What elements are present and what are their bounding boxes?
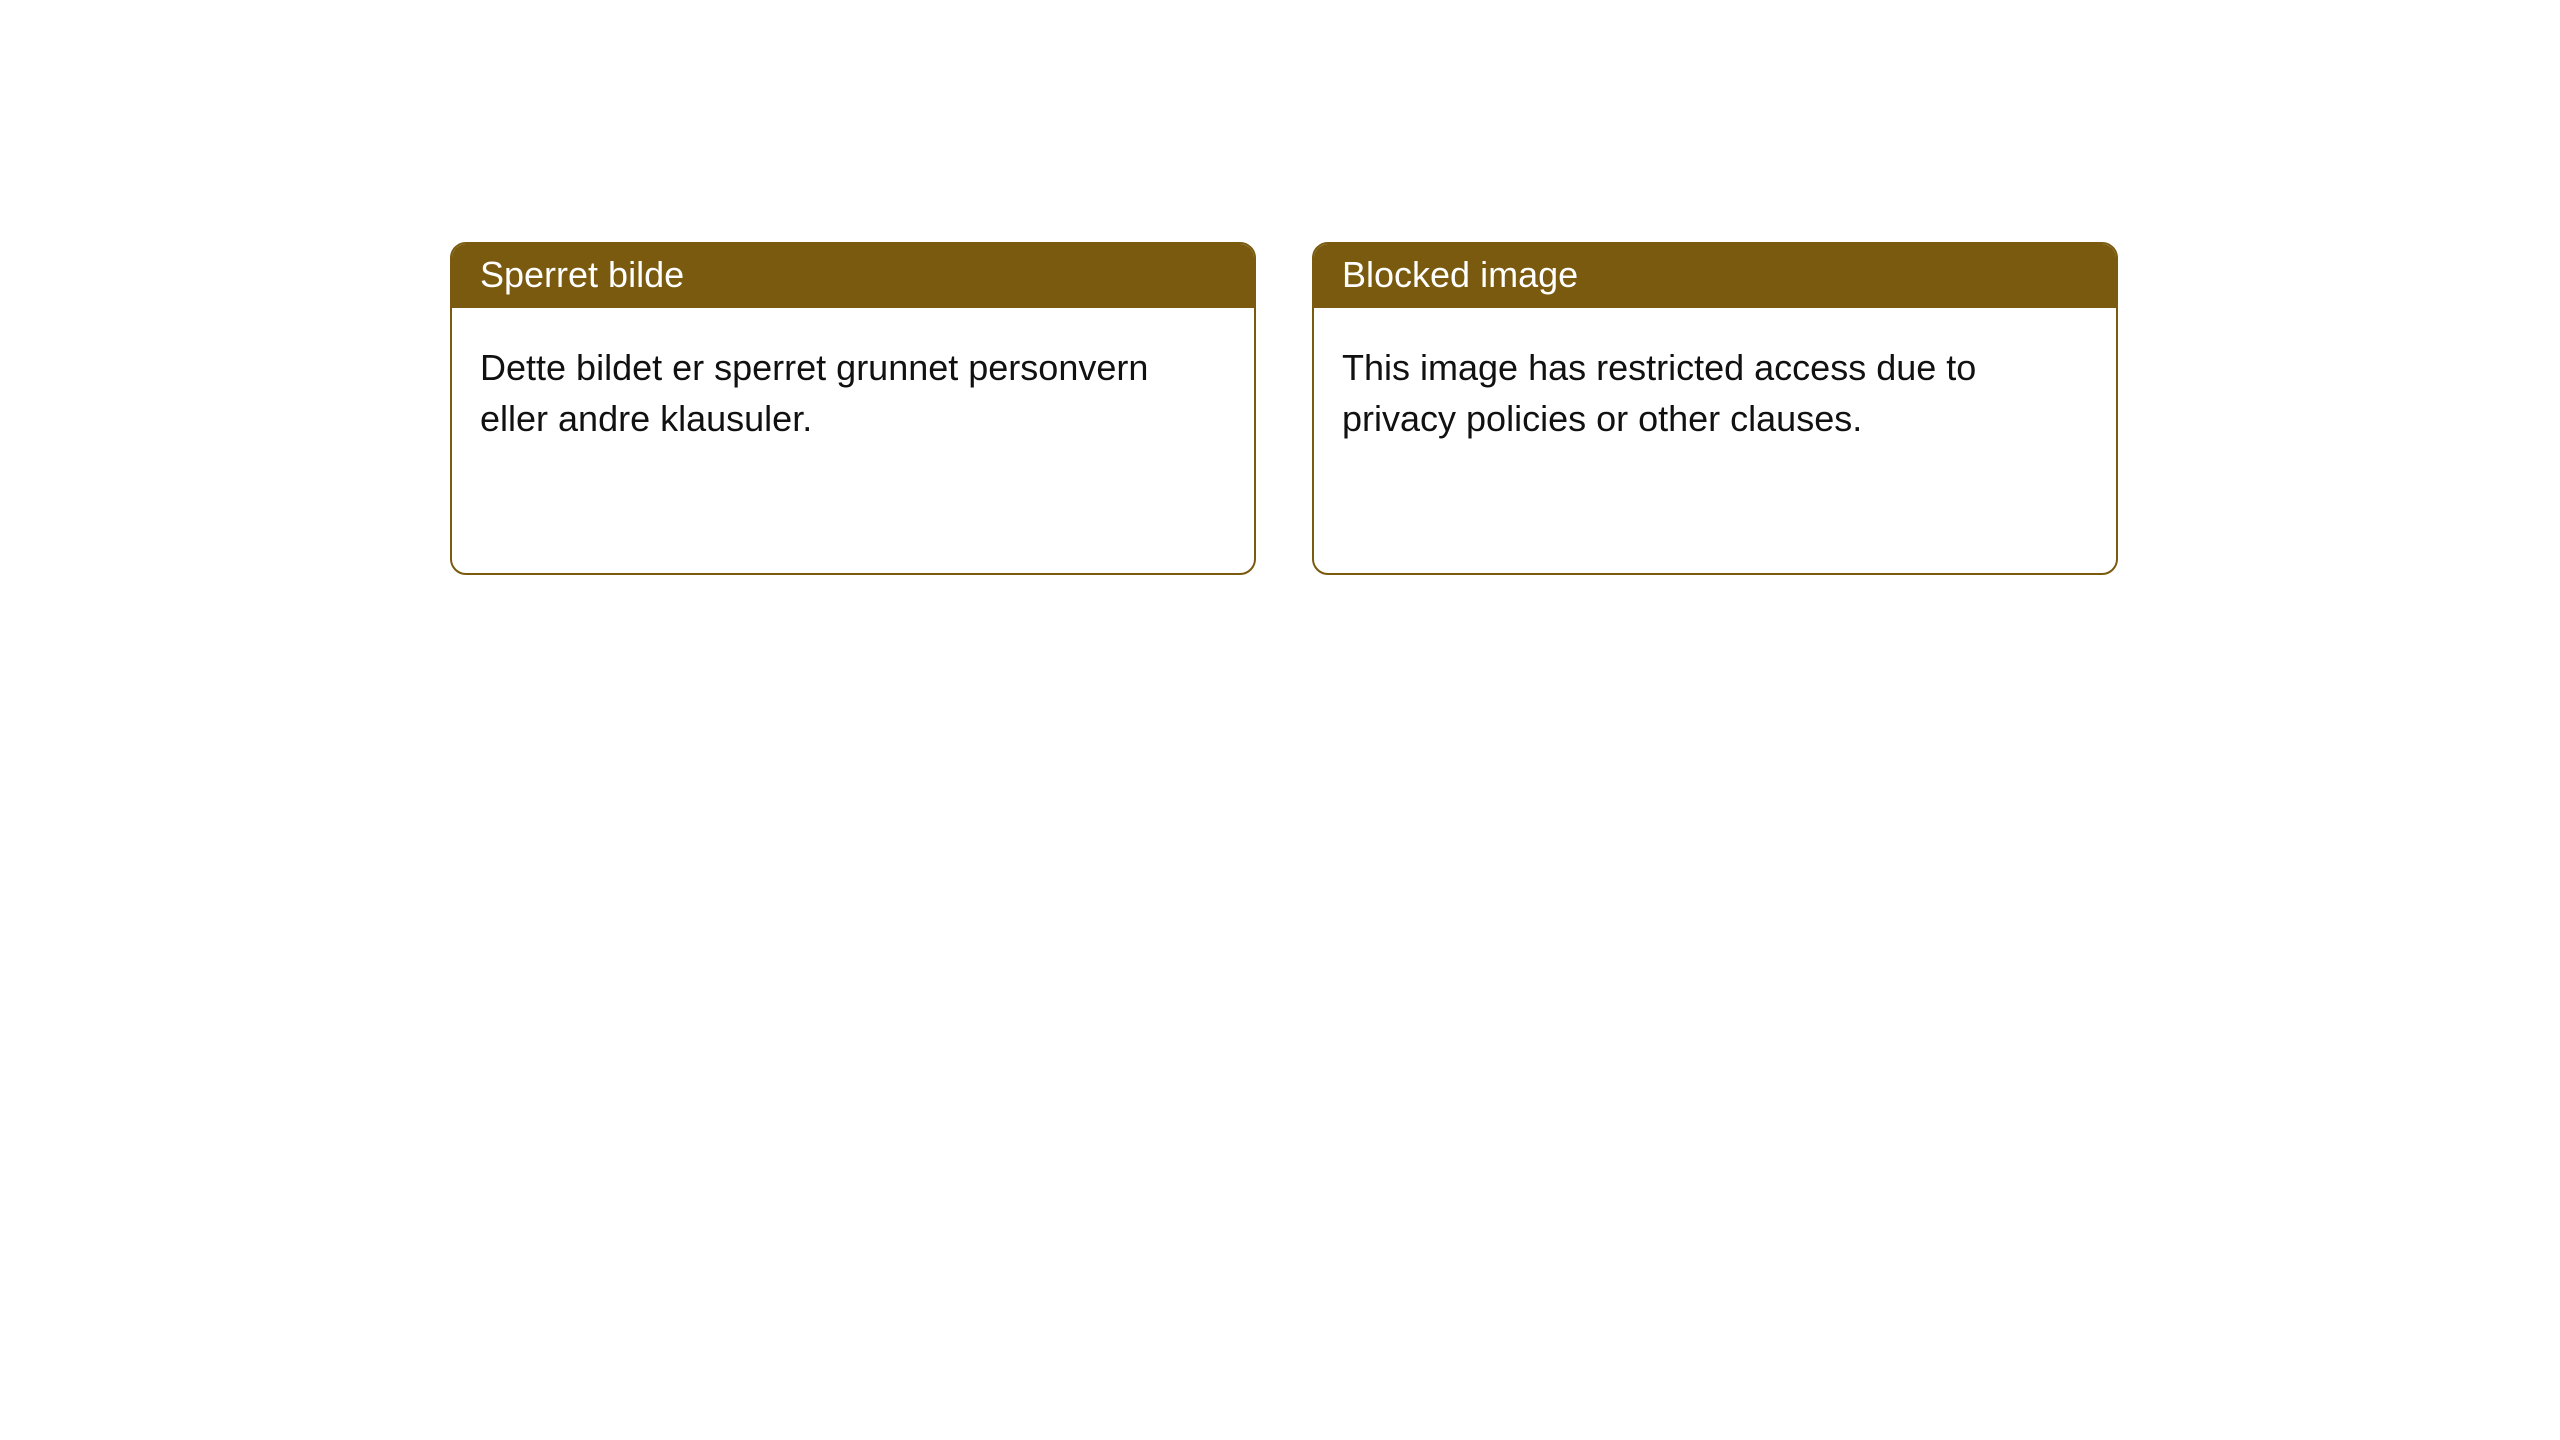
notice-title: Sperret bilde — [452, 244, 1254, 308]
notice-title: Blocked image — [1314, 244, 2116, 308]
notice-body: Dette bildet er sperret grunnet personve… — [452, 308, 1254, 478]
notice-card-english: Blocked image This image has restricted … — [1312, 242, 2118, 575]
notice-card-norwegian: Sperret bilde Dette bildet er sperret gr… — [450, 242, 1256, 575]
notice-body: This image has restricted access due to … — [1314, 308, 2116, 478]
notice-container: Sperret bilde Dette bildet er sperret gr… — [450, 242, 2118, 575]
